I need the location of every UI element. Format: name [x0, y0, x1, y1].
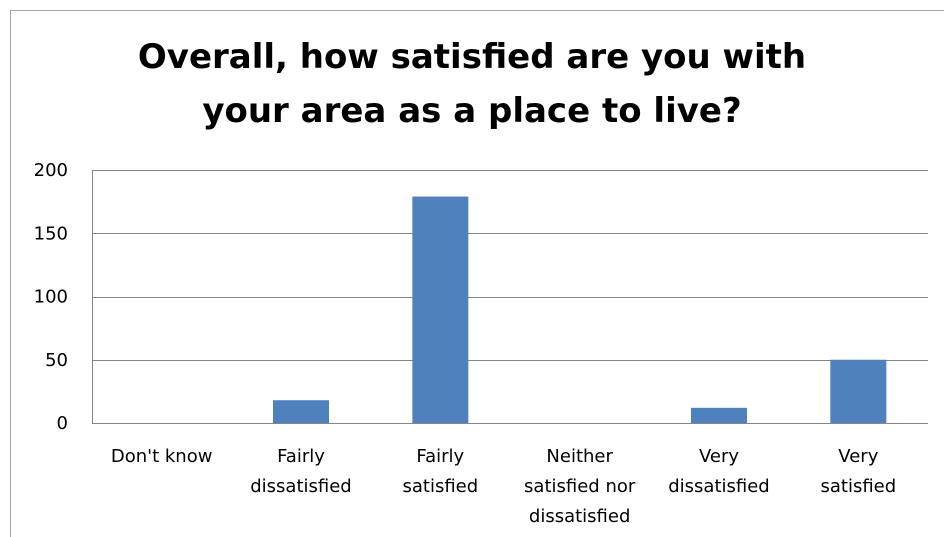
- y-axis-tick-labels: 0 50 100 150 200: [34, 160, 68, 434]
- x-category-label: Don't know: [111, 446, 213, 467]
- y-tick-label: 50: [45, 350, 68, 371]
- y-tick-label: 100: [34, 287, 68, 308]
- bar: [273, 400, 329, 423]
- x-category-label: Fairly dissatisfied: [250, 446, 352, 497]
- x-category-label: Very dissatisfied: [668, 446, 770, 497]
- gridlines: [92, 170, 928, 361]
- x-axis-category-labels: Don't know Fairly dissatisfied Fairly satisf…: [111, 446, 896, 527]
- x-category-label: Neither satisfied nor dissatisfied: [524, 446, 636, 527]
- y-tick-label: 150: [34, 223, 68, 244]
- axes: [92, 170, 928, 424]
- x-category-label: Fairly satisfied: [402, 446, 478, 497]
- y-tick-label: 0: [57, 413, 68, 434]
- y-tick-label: 200: [34, 160, 68, 181]
- chart-title: Overall, how satisfied are you with your…: [0, 30, 944, 138]
- bars: [273, 196, 887, 423]
- x-category-label: Very satisfied: [820, 446, 896, 497]
- chart-title-line-2: your area as a place to live?: [202, 91, 742, 131]
- bar: [412, 196, 469, 423]
- bar: [830, 359, 887, 423]
- bar: [691, 407, 747, 423]
- chart-title-line-1: Overall, how satisfied are you with: [137, 37, 807, 77]
- chart-frame: [10, 10, 944, 537]
